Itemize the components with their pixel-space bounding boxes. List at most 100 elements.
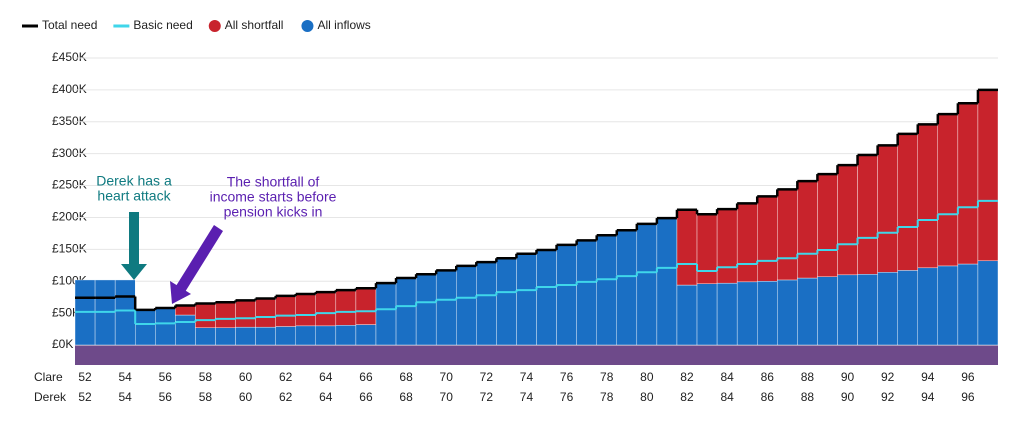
x-tick-label: 90 xyxy=(841,390,855,404)
x-tick-label: 68 xyxy=(399,370,413,384)
bar xyxy=(917,124,939,269)
bar xyxy=(315,325,337,346)
x-tick-label: 90 xyxy=(841,370,855,384)
x-tick-label: 74 xyxy=(520,370,534,384)
x-tick-label: 70 xyxy=(440,370,454,384)
bar xyxy=(757,281,778,346)
bar xyxy=(937,113,959,267)
bar xyxy=(857,154,878,275)
y-tick-label: £0K xyxy=(52,337,73,351)
bar xyxy=(476,261,497,346)
legend-label: All inflows xyxy=(317,18,370,32)
x-tick-label: 92 xyxy=(881,390,895,404)
x-tick-label: 64 xyxy=(319,370,333,384)
x-tick-label: 58 xyxy=(199,370,213,384)
x-tick-label: 80 xyxy=(640,370,654,384)
x-tick-label: 78 xyxy=(600,390,614,404)
bar xyxy=(355,324,377,346)
bar xyxy=(395,277,417,346)
legend-label: Basic need xyxy=(133,18,192,32)
bar xyxy=(937,265,959,346)
x-tick-label: 96 xyxy=(961,390,975,404)
bar xyxy=(255,298,276,328)
bar xyxy=(175,305,196,316)
bar xyxy=(676,209,698,286)
y-tick-label: £250K xyxy=(52,178,87,192)
x-tick-label: 82 xyxy=(680,370,694,384)
bar xyxy=(295,325,316,346)
bar xyxy=(877,272,898,346)
bar xyxy=(817,173,838,277)
bar xyxy=(215,327,236,346)
x-tick-label: 56 xyxy=(159,370,173,384)
x-tick-label: 88 xyxy=(801,370,815,384)
x-tick-label: 54 xyxy=(118,370,132,384)
bar xyxy=(435,270,457,346)
annotation: heart attack xyxy=(97,188,171,204)
bar xyxy=(736,281,758,346)
bar xyxy=(897,133,918,271)
x-tick-label: 84 xyxy=(720,370,734,384)
bar xyxy=(596,235,617,346)
x-tick-label: 52 xyxy=(78,370,92,384)
x-tick-label: 52 xyxy=(78,390,92,404)
bar xyxy=(114,279,136,346)
annotation: The shortfall of xyxy=(227,174,320,190)
annotation: pension kicks in xyxy=(224,204,323,220)
legend-swatch xyxy=(208,20,221,32)
bar xyxy=(134,309,156,346)
bar xyxy=(195,327,216,346)
legend-label: Total need xyxy=(42,18,97,32)
arrow-shaft xyxy=(129,212,139,266)
y-tick-label: £200K xyxy=(52,210,87,224)
arrow-head xyxy=(121,264,147,280)
x-tick-label: 62 xyxy=(279,370,293,384)
bar xyxy=(897,270,918,346)
bar xyxy=(576,240,597,346)
x-tick-label: 58 xyxy=(199,390,213,404)
bar xyxy=(215,302,236,328)
bar xyxy=(696,214,718,284)
bar xyxy=(977,89,999,262)
y-tick-label: £300K xyxy=(52,146,87,160)
x-tick-label: 86 xyxy=(761,370,775,384)
bar xyxy=(335,325,357,346)
bar xyxy=(636,223,658,346)
row-label: Clare xyxy=(34,370,63,384)
bar xyxy=(777,279,798,346)
x-tick-label: 76 xyxy=(560,390,574,404)
x-tick-label: 54 xyxy=(118,390,132,404)
bar xyxy=(676,284,698,346)
annotation: Derek has a xyxy=(96,173,172,189)
x-tick-label: 82 xyxy=(680,390,694,404)
y-tick-label: £350K xyxy=(52,114,87,128)
bar xyxy=(716,208,738,284)
x-tick-label: 92 xyxy=(881,370,895,384)
bar xyxy=(295,293,316,327)
x-tick-label: 94 xyxy=(921,370,935,384)
x-tick-label: 60 xyxy=(239,390,253,404)
bar xyxy=(757,196,778,282)
bar xyxy=(957,103,979,265)
x-tick-label: 76 xyxy=(560,370,574,384)
row-label: Derek xyxy=(34,390,67,404)
legend-label: All shortfall xyxy=(225,18,284,32)
base-band xyxy=(75,345,998,365)
bar xyxy=(877,145,898,273)
x-tick-label: 62 xyxy=(279,390,293,404)
bar xyxy=(797,277,818,346)
bar xyxy=(736,203,758,283)
bar xyxy=(235,326,256,346)
legend-swatch xyxy=(301,20,314,32)
bar xyxy=(275,295,296,327)
x-tick-label: 86 xyxy=(761,390,775,404)
x-tick-label: 74 xyxy=(520,390,534,404)
bar xyxy=(837,164,858,276)
bar xyxy=(716,282,738,346)
bar xyxy=(917,267,939,346)
x-tick-label: 88 xyxy=(801,390,815,404)
bar xyxy=(957,263,979,346)
x-tick-label: 68 xyxy=(399,390,413,404)
bar xyxy=(516,253,537,346)
